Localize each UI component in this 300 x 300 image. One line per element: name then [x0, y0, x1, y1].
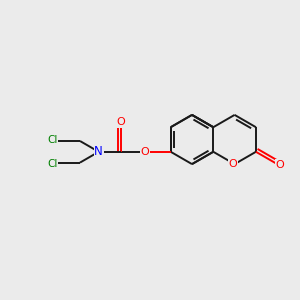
Text: O: O: [276, 160, 284, 170]
Text: O: O: [229, 159, 238, 169]
Text: Cl: Cl: [47, 159, 58, 169]
Text: O: O: [141, 147, 150, 157]
Text: N: N: [94, 145, 103, 158]
Text: Cl: Cl: [47, 135, 58, 145]
Text: O: O: [117, 117, 126, 128]
